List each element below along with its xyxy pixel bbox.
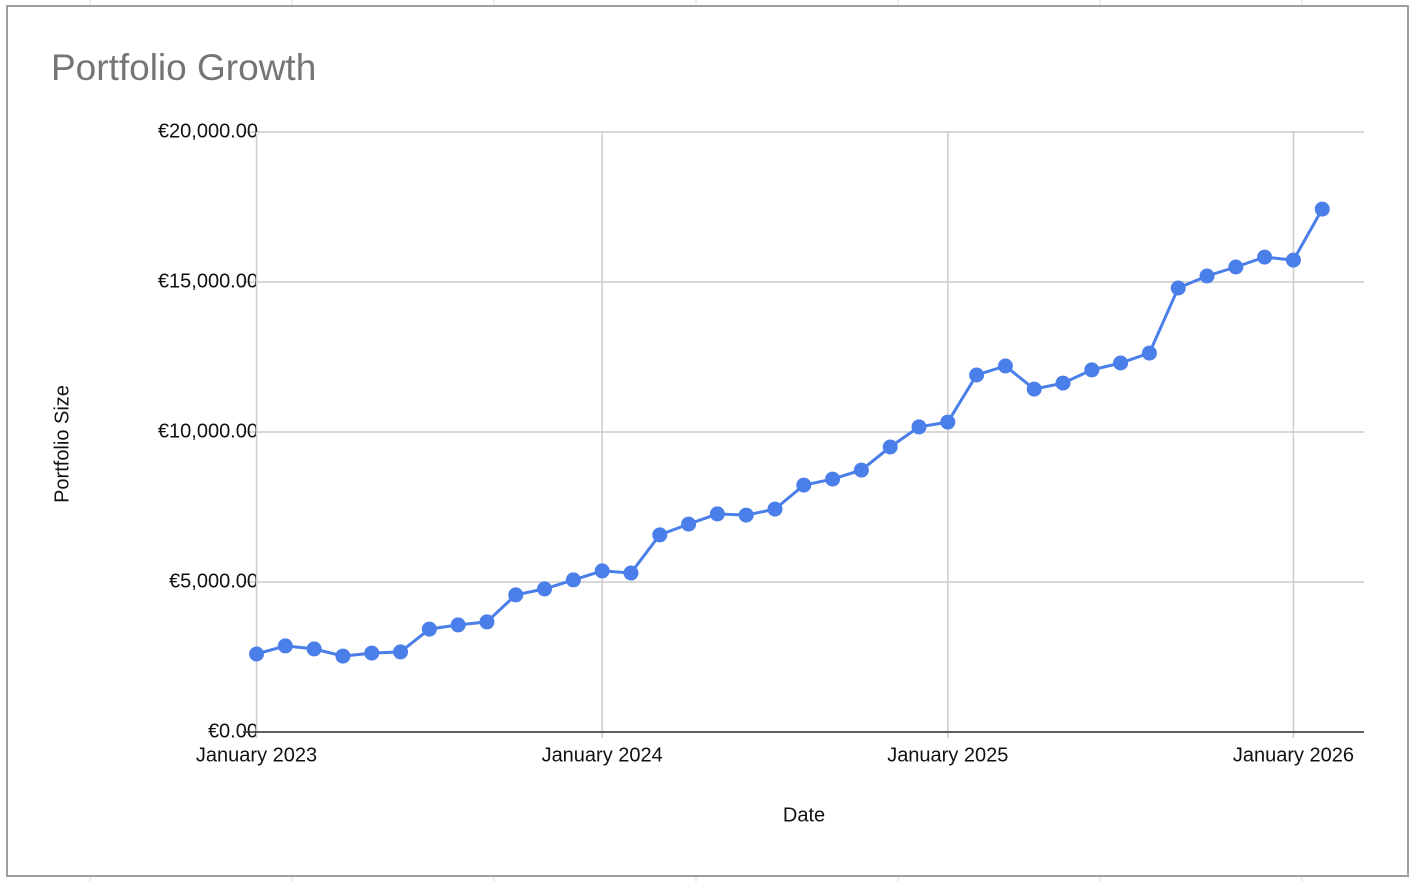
data-point	[1113, 355, 1129, 371]
data-point	[1199, 268, 1215, 284]
data-point	[652, 527, 668, 543]
y-tick-label: €10,000.00	[158, 420, 258, 442]
data-point	[393, 644, 409, 660]
data-point	[1228, 259, 1244, 275]
y-tick-label: €5,000.00	[169, 570, 258, 592]
data-point	[796, 477, 812, 493]
data-point	[767, 501, 783, 517]
data-point	[594, 563, 610, 579]
data-point	[969, 367, 985, 383]
data-point	[882, 439, 898, 455]
chart-frame	[6, 5, 1409, 877]
data-point	[479, 614, 495, 630]
data-point	[1084, 362, 1100, 378]
data-point	[421, 621, 437, 637]
data-point	[853, 462, 869, 478]
data-point	[306, 641, 322, 657]
x-tick-label: January 2023	[196, 744, 317, 766]
data-point	[1314, 201, 1330, 217]
data-point	[997, 358, 1013, 374]
data-point	[911, 419, 927, 435]
x-tick-label: January 2025	[887, 744, 1008, 766]
data-point	[450, 617, 466, 633]
data-point	[738, 507, 754, 523]
data-point	[709, 506, 725, 522]
y-axis-title: Portfolio Size	[51, 385, 73, 503]
data-point	[1055, 375, 1071, 391]
x-tick-label: January 2024	[542, 744, 663, 766]
data-point	[277, 638, 293, 654]
data-point	[1026, 381, 1042, 397]
data-point	[1257, 249, 1273, 265]
data-point	[508, 587, 524, 603]
data-point	[364, 645, 380, 661]
data-point	[335, 648, 351, 664]
y-tick-label: €0.00	[208, 720, 258, 742]
data-point	[940, 414, 956, 430]
y-tick-label: €20,000.00	[158, 120, 258, 142]
data-point	[565, 572, 581, 588]
data-point	[1285, 252, 1301, 268]
chart-title: Portfolio Growth	[51, 47, 316, 88]
x-axis-title: Date	[783, 804, 825, 826]
data-point	[1170, 280, 1186, 296]
data-point	[623, 565, 639, 581]
data-point	[249, 646, 265, 662]
x-tick-label: January 2026	[1233, 744, 1354, 766]
data-point	[681, 516, 697, 532]
y-tick-label: €15,000.00	[158, 270, 258, 292]
data-point	[537, 581, 553, 597]
data-point	[825, 471, 841, 487]
data-point	[1141, 345, 1157, 361]
